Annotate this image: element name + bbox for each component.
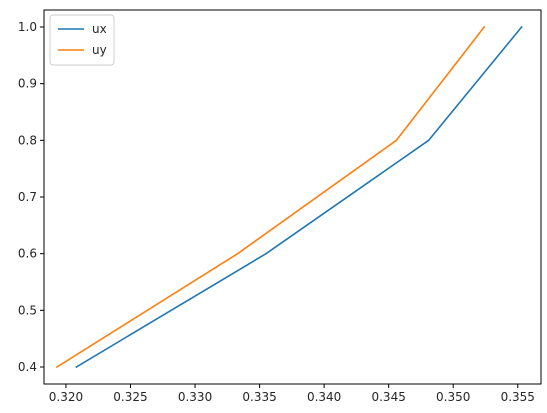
x-axis: 0.320 0.325 0.330 0.335 0.340 0.345 0.350 0.355 — [49, 384, 535, 404]
y-tick-label: 0.5 — [18, 303, 37, 317]
y-tick-label: 0.8 — [18, 133, 37, 147]
x-tick-label: 0.325 — [113, 390, 147, 404]
x-tick-label: 0.355 — [501, 390, 535, 404]
x-tick-label: 0.330 — [178, 390, 212, 404]
x-tick-label: 0.345 — [371, 390, 405, 404]
x-tick-label: 0.340 — [307, 390, 341, 404]
y-axis: 0.4 0.5 0.6 0.7 0.8 0.9 1.0 — [18, 20, 44, 374]
y-tick-label: 1.0 — [18, 20, 37, 34]
x-tick-label: 0.350 — [436, 390, 470, 404]
legend-box — [49, 14, 115, 66]
series-line-ux — [75, 25, 523, 369]
legend: ux uy — [49, 14, 115, 66]
y-tick-label: 0.4 — [18, 360, 37, 374]
y-tick-label: 0.6 — [18, 247, 37, 261]
y-tick-label: 0.7 — [18, 190, 37, 204]
x-tick-label: 0.335 — [242, 390, 276, 404]
y-tick-label: 0.9 — [18, 77, 37, 91]
legend-label-ux: ux — [92, 22, 107, 36]
x-tick-label: 0.320 — [49, 390, 83, 404]
legend-label-uy: uy — [92, 43, 107, 57]
series-line-uy — [55, 25, 486, 369]
series-layer — [55, 25, 523, 369]
